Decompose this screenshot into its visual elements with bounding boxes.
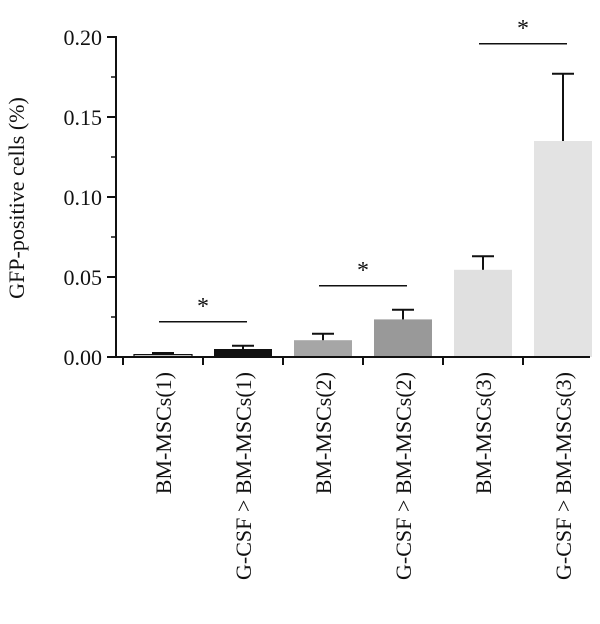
y-tick-label-2: 0.10 <box>64 185 103 210</box>
bar-6 <box>534 141 592 357</box>
y-tick-label-4: 0.20 <box>64 25 103 50</box>
y-tick-label-0: 0.00 <box>64 345 103 370</box>
significance-star-2: * <box>357 258 369 284</box>
significance-star-3: * <box>517 16 529 42</box>
x-tick-label-4: G-CSF > BM-MSCs(2) <box>391 372 416 580</box>
bar-5 <box>454 269 512 357</box>
bar-2 <box>214 349 272 357</box>
significance-star-1: * <box>197 294 209 320</box>
y-tick-label-1: 0.05 <box>64 265 103 290</box>
bar-4 <box>374 319 432 357</box>
x-tick-label-6: G-CSF > BM-MSCs(3) <box>551 372 576 580</box>
x-tick-label-5: BM-MSCs(3) <box>471 372 496 494</box>
x-tick-label-3: BM-MSCs(2) <box>311 372 336 494</box>
x-tick-label-2: G-CSF > BM-MSCs(1) <box>231 372 256 580</box>
x-tick-label-1: BM-MSCs(1) <box>151 372 176 494</box>
y-axis-label: GFP-positive cells (%) <box>4 97 29 299</box>
y-tick-label-3: 0.15 <box>64 105 103 130</box>
bar-3 <box>294 340 352 357</box>
